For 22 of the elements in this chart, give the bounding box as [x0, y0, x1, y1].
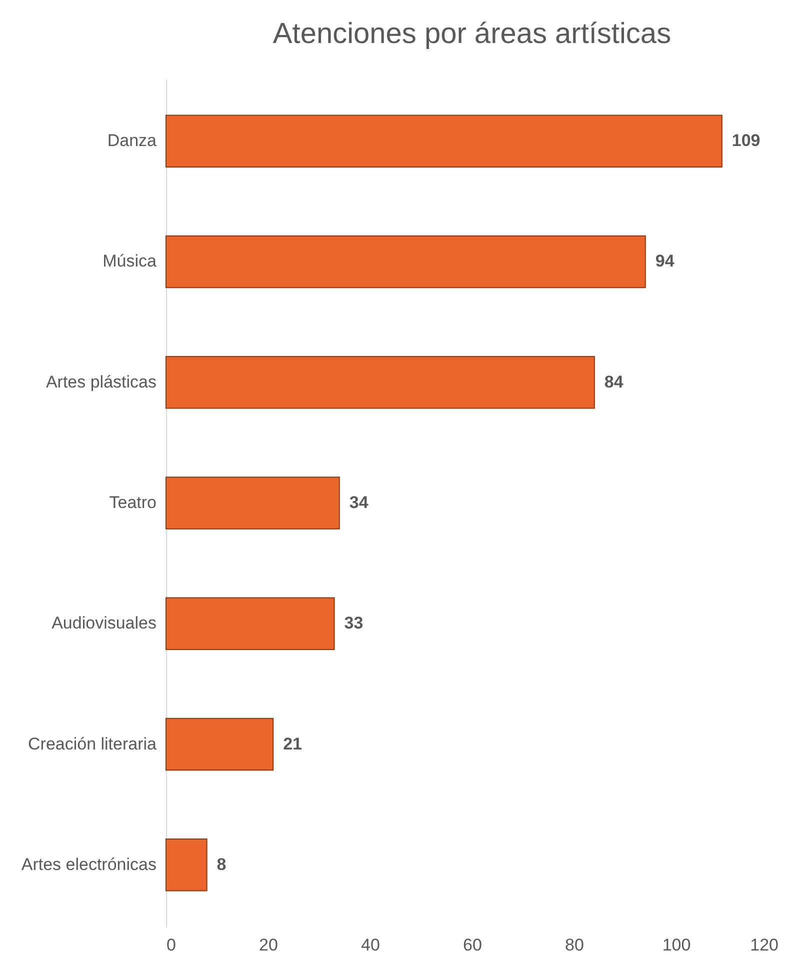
y-tick-label: Artes electrónicas [21, 854, 156, 874]
x-tick-label: 20 [259, 936, 278, 954]
data-label: 33 [344, 614, 364, 633]
data-label: 94 [655, 252, 675, 271]
y-tick-label: Danza [107, 131, 158, 150]
x-tick-label: 120 [750, 936, 778, 954]
y-tick-label: Teatro [109, 493, 156, 512]
x-tick-label: 80 [565, 936, 584, 954]
y-tick-label: Creación literaria [28, 734, 158, 754]
y-tick-label: Música [102, 252, 158, 271]
chart-title: Atenciones por áreas artísticas [272, 18, 672, 50]
y-tick-label: Artes plásticas [46, 372, 156, 392]
x-tick-label: 60 [463, 936, 482, 954]
data-label: 21 [283, 734, 302, 754]
y-tick-label: Audiovisuales [52, 614, 156, 633]
data-label: 84 [604, 372, 624, 392]
data-label: 109 [732, 131, 760, 150]
data-label: 8 [216, 854, 226, 874]
x-tick-label: 0 [166, 936, 176, 954]
data-label: 34 [349, 493, 369, 512]
x-tick-label: 100 [662, 936, 691, 954]
x-tick-label: 40 [361, 936, 380, 954]
